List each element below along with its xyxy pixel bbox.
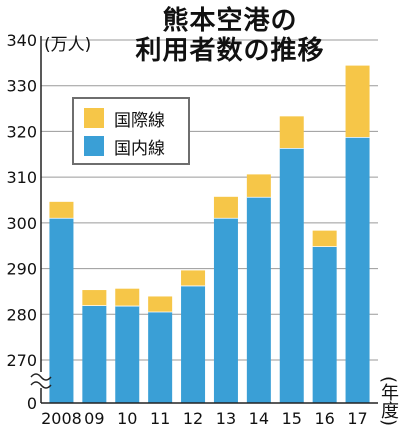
bar-domestic-14	[246, 197, 271, 403]
x-tick-label: 12	[183, 409, 203, 428]
x-tick-label: 10	[117, 409, 137, 428]
chart-title-line-2: 利用者数の推移	[135, 36, 325, 66]
legend-label-international: 国際線	[114, 110, 165, 131]
x-tick-label: 09	[84, 409, 104, 428]
bar-domestic-16	[312, 246, 337, 403]
x-tick-label: 15	[282, 409, 302, 428]
y-tick-label: 270	[6, 351, 37, 370]
legend-swatch-domestic	[84, 136, 104, 156]
y-axis-unit: (万人)	[44, 35, 92, 55]
y-tick-labels: 340 330 320 310 300 290 280 270 0	[6, 31, 37, 413]
bar-domestic-09	[82, 305, 107, 403]
x-tick-label: 16	[314, 409, 334, 428]
legend-item-domestic: 国内線	[84, 135, 165, 159]
bar-international-14	[246, 174, 271, 198]
bar-international-16	[312, 230, 337, 247]
legend-item-international: 国際線	[84, 107, 165, 131]
y-tick-label: 280	[6, 305, 37, 324]
y-tick-label: 320	[6, 122, 37, 141]
x-tick-labels: 2008 09 10 11 12 13 14 15 16 17	[41, 409, 368, 428]
y-tick-label: 310	[6, 168, 37, 187]
y-tick-label: 330	[6, 77, 37, 96]
x-axis-unit: (年度)	[378, 376, 399, 427]
bar-international-10	[115, 288, 140, 307]
y-tick-label: 0	[27, 394, 37, 413]
x-tick-label: 17	[347, 409, 367, 428]
bar-international-09	[82, 290, 107, 306]
y-tick-label: 290	[6, 260, 37, 279]
bar-international-17	[345, 65, 370, 138]
axes	[30, 36, 378, 404]
legend-label-domestic: 国内線	[114, 138, 165, 159]
y-tick-label: 340	[6, 31, 37, 50]
bar-domestic-13	[213, 218, 238, 403]
axis-break-mark	[30, 373, 52, 389]
legend: 国際線 国内線	[72, 97, 190, 165]
bar-international-11	[148, 296, 173, 312]
bar-international-2008	[49, 201, 74, 219]
legend-swatch-international	[84, 108, 104, 128]
bar-international-13	[213, 196, 238, 219]
bar-domestic-10	[115, 306, 140, 403]
bar-domestic-17	[345, 137, 370, 403]
bars	[49, 65, 370, 403]
x-tick-label: 13	[216, 409, 236, 428]
y-tick-label: 300	[6, 214, 37, 233]
x-tick-label: 11	[150, 409, 170, 428]
bar-domestic-11	[148, 312, 173, 403]
chart-title-line-1: 熊本空港の	[162, 6, 298, 36]
bar-domestic-12	[181, 285, 206, 403]
bar-international-12	[181, 270, 206, 286]
bar-international-15	[279, 116, 304, 149]
x-tick-label: 14	[249, 409, 269, 428]
bar-domestic-15	[279, 148, 304, 403]
x-tick-label: 2008	[41, 409, 82, 428]
bar-domestic-2008	[49, 218, 74, 403]
